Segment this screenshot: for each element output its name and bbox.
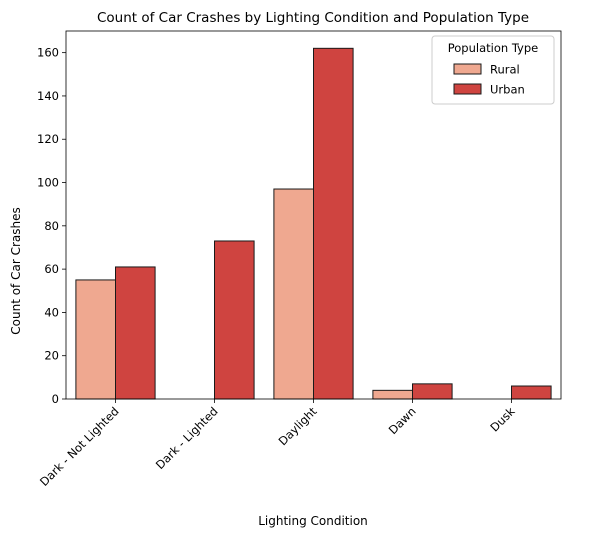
y-tick-label: 0 (52, 392, 59, 406)
y-axis-label: Count of Car Crashes (9, 207, 23, 334)
bar-rural-2 (273, 188, 314, 400)
chart-title: Count of Car Crashes by Lighting Conditi… (97, 10, 529, 26)
bar-urban-3 (412, 383, 453, 400)
legend-swatch-urban (453, 83, 482, 95)
y-tick-label: 80 (44, 219, 59, 233)
legend-label-urban: Urban (490, 83, 525, 97)
y-tick-label: 40 (44, 305, 59, 319)
legend: Population Type Rural Urban (431, 35, 555, 105)
y-tick-label: 140 (37, 89, 59, 103)
y-tick-label: 100 (37, 176, 59, 190)
bar-urban-1 (214, 240, 255, 400)
x-tick-label: Dawn (386, 404, 419, 437)
x-tick-label: Dusk (487, 404, 518, 435)
bar-urban-4 (511, 385, 552, 400)
x-tick-label: Dark - Not Lighted (37, 404, 122, 489)
bar-rural-0 (75, 279, 116, 400)
y-tick-label: 20 (44, 349, 59, 363)
legend-swatch-rural (453, 63, 482, 75)
y-tick-label: 60 (44, 262, 59, 276)
y-tick-label: 160 (37, 46, 59, 60)
bar-urban-0 (115, 266, 156, 400)
x-tick-label: Dark - Lighted (153, 404, 221, 472)
x-axis-label: Lighting Condition (258, 514, 368, 528)
x-tick-label: Daylight (276, 404, 320, 448)
y-tick-label: 120 (37, 132, 59, 146)
legend-label-rural: Rural (490, 63, 520, 77)
bar-rural-3 (372, 389, 413, 400)
legend-title: Population Type (448, 41, 539, 55)
bar-urban-2 (313, 47, 354, 400)
